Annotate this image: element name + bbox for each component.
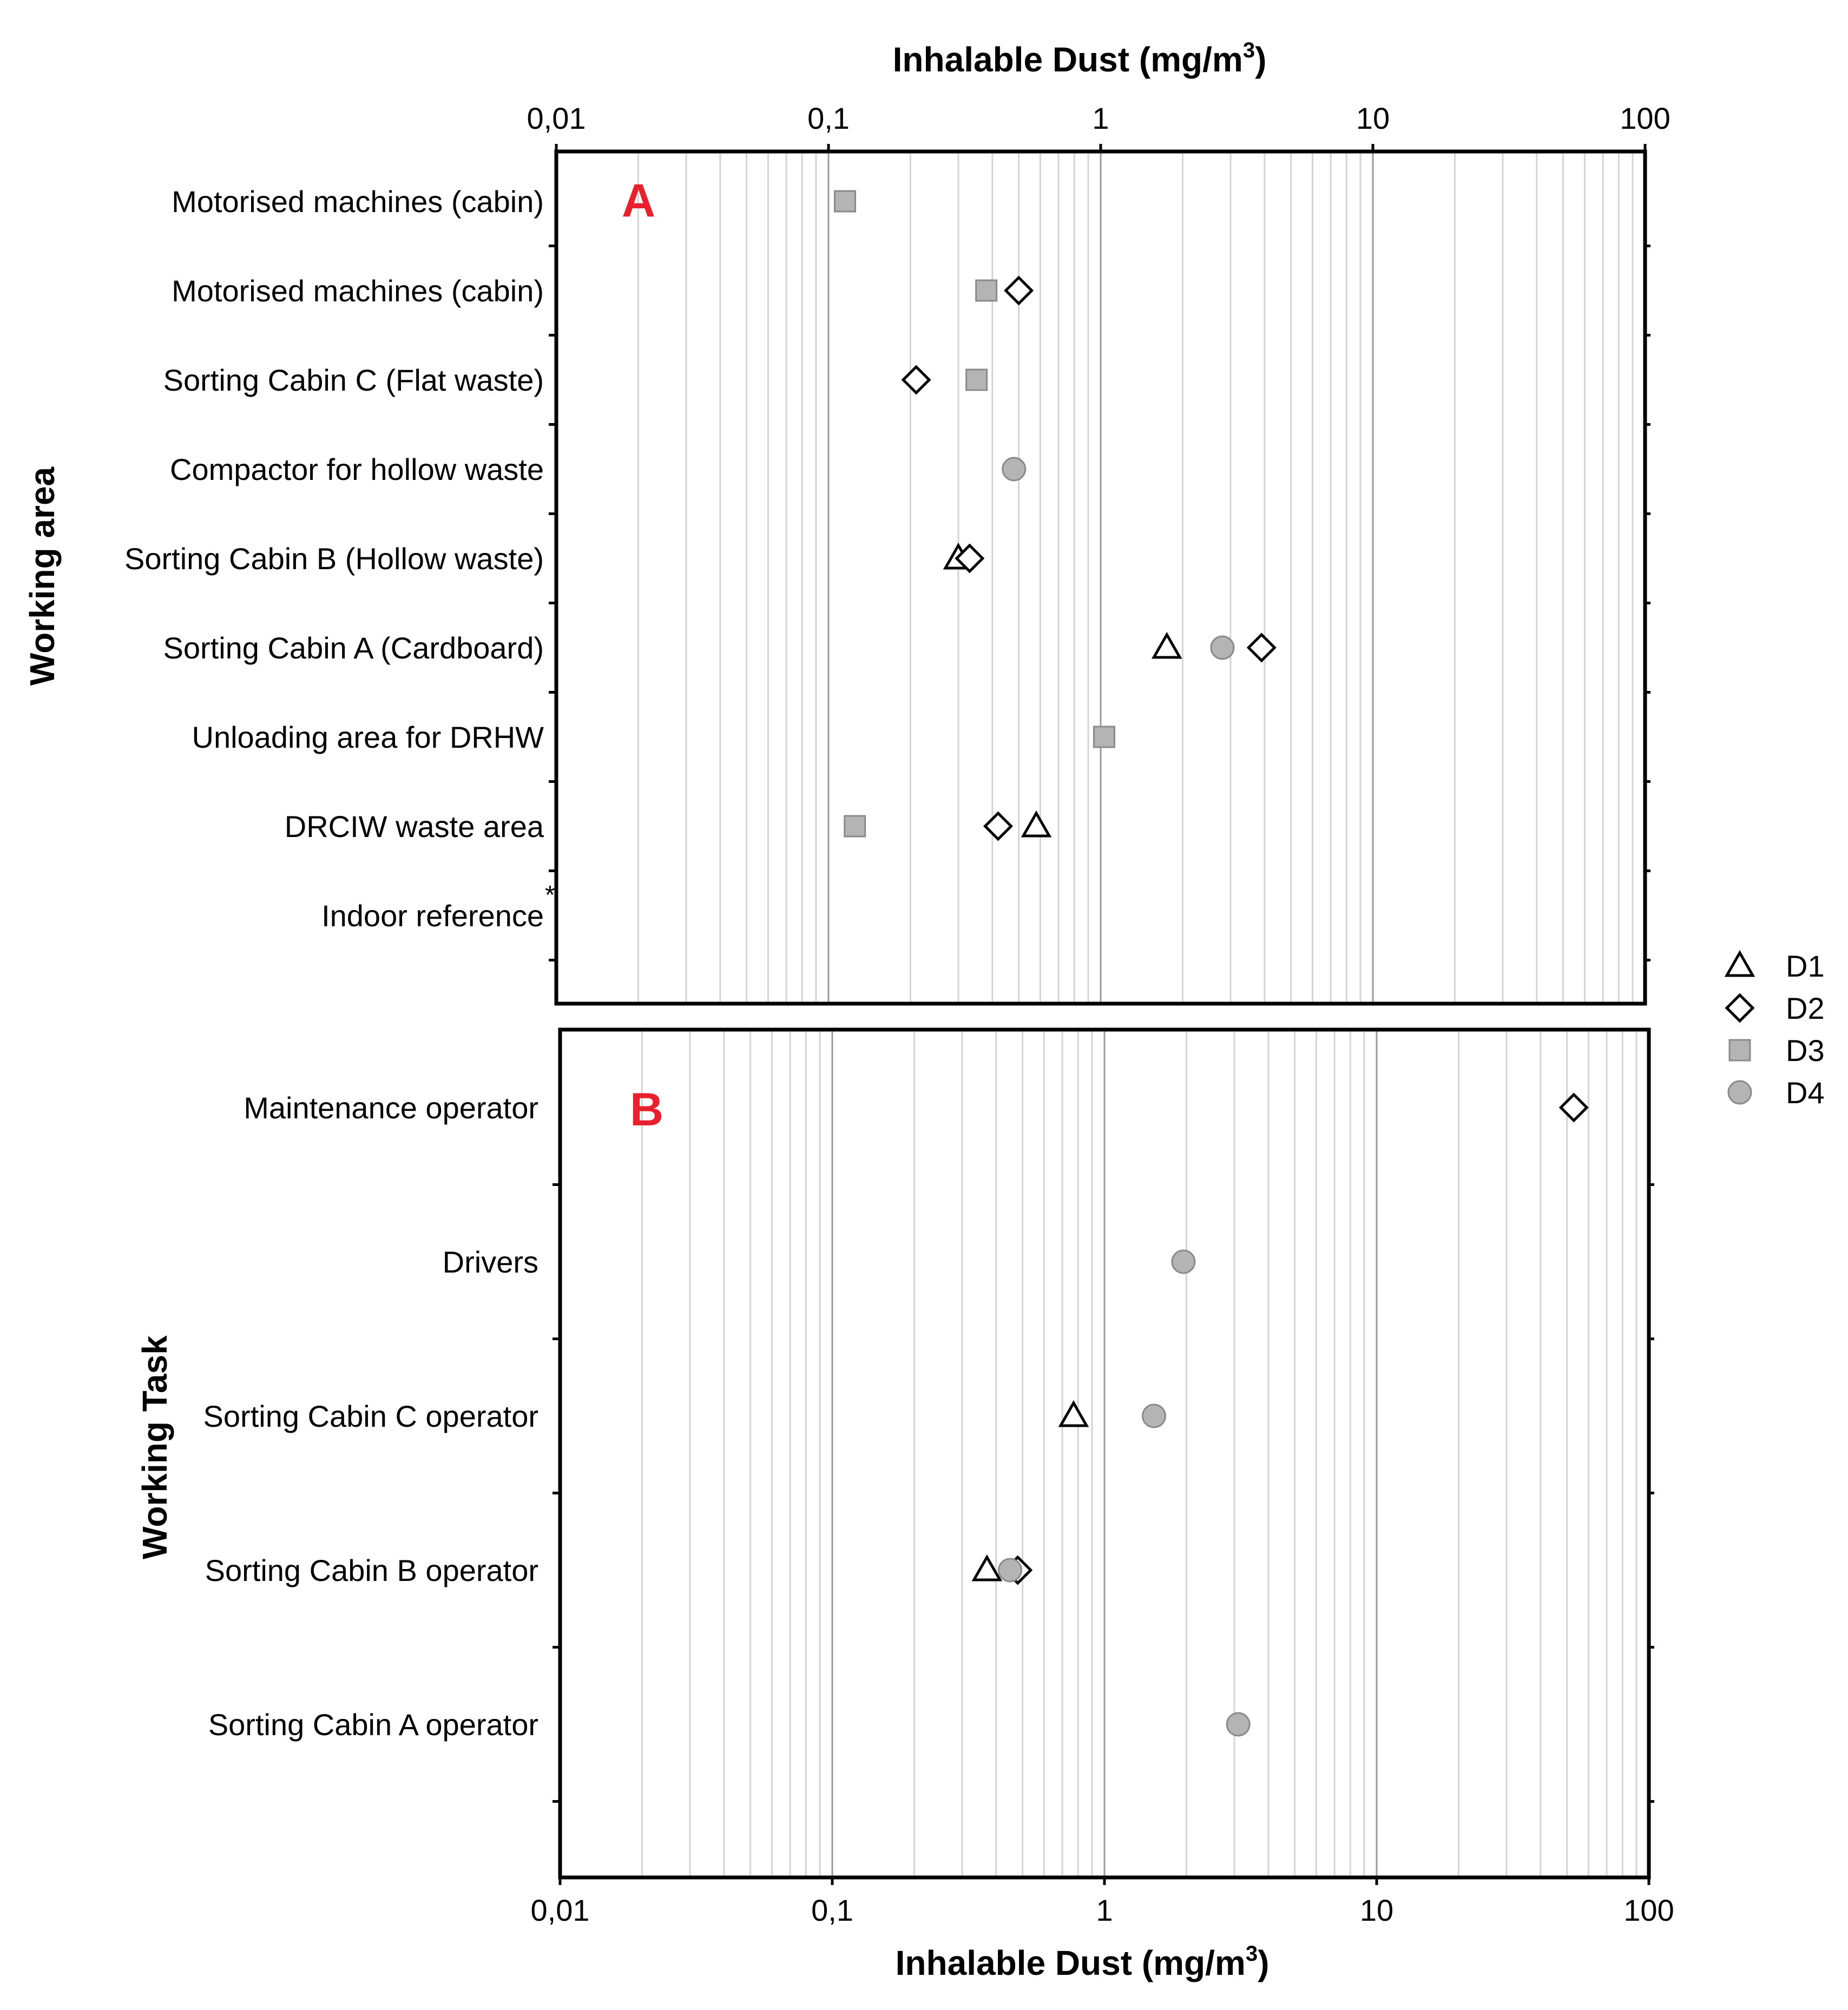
category-label: Sorting Cabin A operator <box>208 1708 538 1742</box>
point-d1 <box>1151 631 1182 659</box>
category-label: Sorting Cabin B (Hollow waste) <box>124 542 544 576</box>
point-d2 <box>1004 275 1034 306</box>
category-label: Maintenance operator <box>244 1091 538 1125</box>
legend: D1 D2 D3 D4 <box>1724 949 1825 1110</box>
category-label: Compactor for hollow waste <box>170 452 544 486</box>
category-note: * <box>545 881 555 910</box>
point-d2 <box>983 811 1014 841</box>
point-d1 <box>1058 1400 1089 1427</box>
point-d1 <box>1021 810 1052 838</box>
panel-b: 0,01 0,1 1 10 100 Maintenance operator Drivers… <box>203 1027 1674 1927</box>
point-d4 <box>1141 1403 1166 1428</box>
point-d4 <box>1210 635 1235 660</box>
x-tick-label: 0,1 <box>811 1893 853 1927</box>
category-label: Sorting Cabin B operator <box>205 1553 538 1587</box>
panel-a-y-axis-title: Working area <box>23 466 62 686</box>
point-d2 <box>1246 632 1277 663</box>
category-label: Unloading area for DRHW <box>192 720 544 754</box>
legend-marker-d2 <box>1725 993 1755 1023</box>
panel-label: A <box>622 175 655 227</box>
legend-label: D4 <box>1786 1076 1825 1110</box>
x-tick-label: 0,01 <box>531 1893 590 1927</box>
category-label: Indoor reference <box>321 899 544 933</box>
point-d2 <box>901 365 931 395</box>
point-d1 <box>971 1554 1003 1581</box>
point-d3 <box>975 279 998 302</box>
panel-label: B <box>630 1084 663 1136</box>
category-label: Sorting Cabin C operator <box>203 1399 538 1433</box>
point-d2 <box>1558 1092 1589 1123</box>
legend-marker-d3 <box>1728 1039 1751 1062</box>
category-label: Sorting Cabin A (Cardboard) <box>163 631 544 665</box>
legend-label: D2 <box>1786 991 1825 1025</box>
category-label: Sorting Cabin C (Flat waste) <box>163 363 544 397</box>
point-d4 <box>998 1558 1023 1583</box>
x-tick-label: 1 <box>1092 101 1109 135</box>
x-tick-label: 0,01 <box>527 101 586 135</box>
panel-a: 0,01 0,1 1 10 100 Motorised machines (cabin) M… <box>124 101 1671 1006</box>
point-d4 <box>1171 1249 1196 1274</box>
category-label: Motorised machines (cabin) <box>172 274 544 308</box>
point-d3 <box>965 368 988 391</box>
point-d2 <box>955 543 985 574</box>
x-tick-label: 0,1 <box>807 101 850 135</box>
legend-label: D3 <box>1786 1033 1825 1067</box>
point-d4 <box>1226 1712 1251 1737</box>
category-label: Drivers <box>443 1245 538 1279</box>
bottom-x-axis-title: Inhalable Dust (mg/m3) <box>896 1942 1270 1982</box>
category-label: DRCIW waste area <box>285 809 544 843</box>
x-tick-label: 10 <box>1356 101 1390 135</box>
point-d4 <box>1002 457 1027 482</box>
x-tick-label: 10 <box>1360 1893 1393 1927</box>
x-tick-label: 1 <box>1096 1893 1113 1927</box>
legend-marker-d4 <box>1727 1080 1752 1105</box>
point-d3 <box>1093 726 1115 748</box>
point-d3 <box>834 190 857 213</box>
category-label: Motorised machines (cabin) <box>172 184 544 219</box>
legend-marker-d1 <box>1724 950 1755 977</box>
legend-label: D1 <box>1786 949 1825 983</box>
x-tick-label: 100 <box>1623 1893 1674 1927</box>
x-tick-label: 100 <box>1620 101 1670 135</box>
top-x-axis-title: Inhalable Dust (mg/m3) <box>893 38 1267 79</box>
panel-b-y-axis-title: Working Task <box>135 1335 174 1559</box>
point-d3 <box>844 815 866 838</box>
